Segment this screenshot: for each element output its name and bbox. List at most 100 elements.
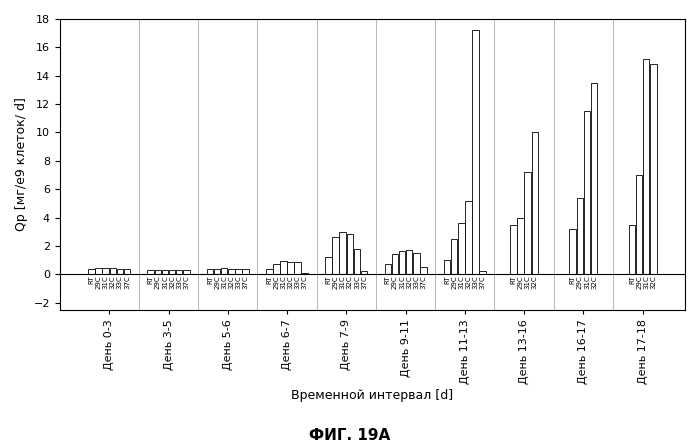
Text: 29C: 29C bbox=[577, 275, 583, 289]
Bar bbox=[162, 270, 168, 274]
Bar bbox=[591, 83, 597, 274]
Bar bbox=[584, 111, 590, 274]
Bar bbox=[413, 253, 419, 274]
Bar bbox=[480, 271, 486, 274]
Text: 33C: 33C bbox=[176, 275, 182, 289]
Bar bbox=[155, 270, 161, 274]
Bar bbox=[643, 59, 650, 274]
Text: 33C: 33C bbox=[295, 275, 301, 289]
Bar bbox=[354, 250, 360, 274]
Text: RT: RT bbox=[385, 275, 391, 284]
Text: 32C: 32C bbox=[347, 275, 353, 289]
Text: 31C: 31C bbox=[399, 275, 405, 289]
Text: RT: RT bbox=[266, 275, 272, 284]
Bar bbox=[88, 270, 95, 274]
Bar bbox=[266, 269, 272, 274]
Bar bbox=[406, 250, 412, 274]
Bar bbox=[214, 269, 220, 274]
Y-axis label: Qp [мг/е9 клеток/ d]: Qp [мг/е9 клеток/ d] bbox=[15, 97, 28, 231]
Bar bbox=[326, 257, 332, 274]
Bar bbox=[569, 229, 576, 274]
Bar bbox=[235, 269, 241, 274]
Bar bbox=[148, 270, 154, 274]
Text: 37C: 37C bbox=[480, 275, 486, 289]
Text: 29C: 29C bbox=[392, 275, 398, 289]
Text: 29C: 29C bbox=[155, 275, 161, 289]
Text: 31C: 31C bbox=[340, 275, 346, 289]
Text: 33C: 33C bbox=[473, 275, 479, 289]
Bar bbox=[273, 264, 279, 274]
Bar bbox=[346, 234, 353, 274]
Text: 31C: 31C bbox=[162, 275, 168, 289]
Text: 31C: 31C bbox=[643, 275, 649, 289]
Text: 32C: 32C bbox=[591, 275, 597, 289]
Text: 37C: 37C bbox=[183, 275, 189, 289]
Bar bbox=[465, 201, 472, 274]
Text: RT: RT bbox=[510, 275, 517, 284]
Bar bbox=[458, 223, 465, 274]
Text: RT: RT bbox=[444, 275, 450, 284]
Text: 33C: 33C bbox=[235, 275, 241, 289]
Text: 31C: 31C bbox=[584, 275, 590, 289]
Bar bbox=[280, 261, 287, 274]
Text: 37C: 37C bbox=[243, 275, 248, 289]
Bar bbox=[517, 218, 524, 274]
Bar bbox=[360, 271, 368, 274]
Text: 33C: 33C bbox=[413, 275, 419, 289]
Bar bbox=[384, 264, 391, 274]
Text: 31C: 31C bbox=[281, 275, 286, 289]
Text: 33C: 33C bbox=[117, 275, 123, 289]
Text: 32C: 32C bbox=[650, 275, 657, 289]
Text: 31C: 31C bbox=[458, 275, 464, 289]
Bar bbox=[650, 64, 657, 274]
Text: 29C: 29C bbox=[636, 275, 642, 289]
Bar bbox=[124, 270, 130, 274]
Text: RT: RT bbox=[207, 275, 213, 284]
Bar bbox=[332, 237, 339, 274]
Bar bbox=[473, 30, 479, 274]
Bar bbox=[444, 260, 450, 274]
Text: 29C: 29C bbox=[214, 275, 220, 289]
Bar bbox=[510, 225, 517, 274]
Bar bbox=[221, 268, 228, 274]
Bar bbox=[420, 266, 426, 274]
Bar bbox=[531, 132, 538, 274]
Bar bbox=[302, 273, 308, 274]
Text: 31C: 31C bbox=[103, 275, 108, 289]
Text: 32C: 32C bbox=[288, 275, 293, 289]
Bar bbox=[183, 270, 190, 274]
Bar bbox=[524, 172, 531, 274]
Bar bbox=[399, 251, 405, 274]
Text: RT: RT bbox=[148, 275, 154, 284]
Text: 29C: 29C bbox=[332, 275, 339, 289]
Text: RT: RT bbox=[88, 275, 95, 284]
Bar bbox=[340, 233, 346, 274]
Text: 37C: 37C bbox=[421, 275, 426, 289]
Bar bbox=[295, 262, 301, 274]
Text: 29C: 29C bbox=[517, 275, 524, 289]
Text: 37C: 37C bbox=[124, 275, 130, 289]
Text: RT: RT bbox=[629, 275, 635, 284]
Text: RT: RT bbox=[570, 275, 575, 284]
Text: ФИГ. 19А: ФИГ. 19А bbox=[309, 428, 391, 443]
Bar bbox=[176, 270, 183, 274]
Bar bbox=[95, 268, 102, 274]
Bar bbox=[629, 225, 635, 274]
Bar bbox=[206, 270, 214, 274]
Text: 32C: 32C bbox=[466, 275, 471, 289]
Bar bbox=[391, 254, 398, 274]
Text: 31C: 31C bbox=[221, 275, 228, 289]
Text: 31C: 31C bbox=[525, 275, 531, 289]
Bar bbox=[636, 175, 643, 274]
Text: 29C: 29C bbox=[96, 275, 101, 289]
Text: 32C: 32C bbox=[110, 275, 116, 289]
Text: 37C: 37C bbox=[361, 275, 367, 289]
Text: 29C: 29C bbox=[452, 275, 457, 289]
Text: 32C: 32C bbox=[532, 275, 538, 289]
Bar bbox=[117, 269, 123, 274]
Bar bbox=[287, 262, 294, 274]
Text: 32C: 32C bbox=[169, 275, 175, 289]
Text: RT: RT bbox=[326, 275, 332, 284]
Text: 29C: 29C bbox=[274, 275, 279, 289]
Bar bbox=[109, 268, 116, 274]
